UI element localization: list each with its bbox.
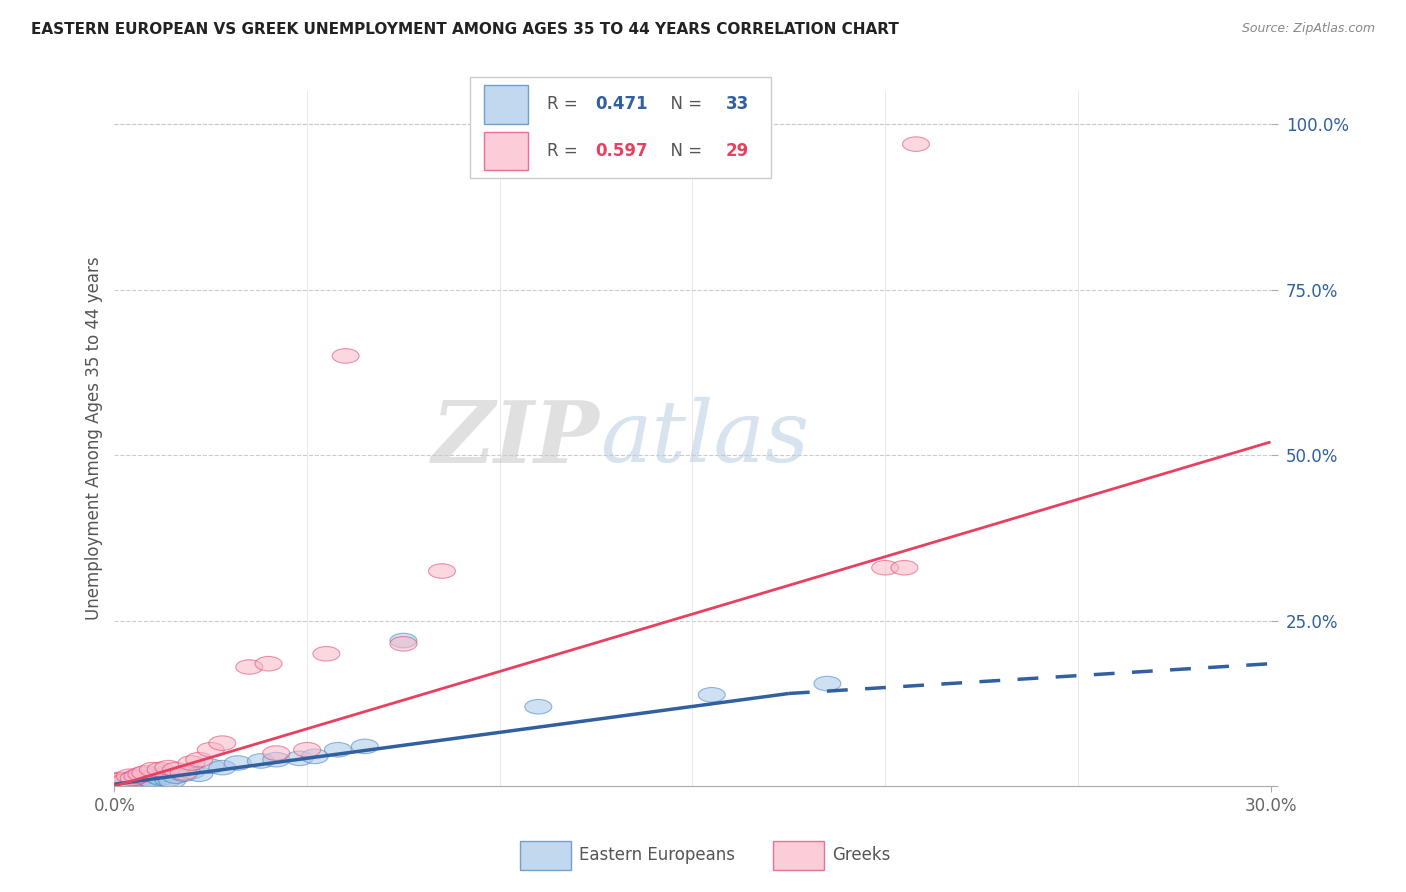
Ellipse shape	[120, 771, 148, 786]
FancyBboxPatch shape	[485, 132, 529, 170]
Ellipse shape	[186, 767, 212, 781]
Ellipse shape	[112, 773, 139, 789]
Ellipse shape	[128, 767, 155, 781]
Ellipse shape	[108, 775, 135, 789]
Ellipse shape	[524, 699, 551, 714]
Ellipse shape	[209, 736, 236, 750]
FancyBboxPatch shape	[471, 78, 770, 178]
Text: N =: N =	[659, 95, 707, 113]
Text: Eastern Europeans: Eastern Europeans	[579, 847, 735, 864]
Ellipse shape	[170, 767, 197, 781]
Ellipse shape	[105, 773, 132, 789]
Ellipse shape	[389, 637, 418, 651]
Ellipse shape	[117, 769, 143, 783]
Text: R =: R =	[547, 95, 583, 113]
Ellipse shape	[139, 773, 166, 789]
Ellipse shape	[159, 773, 186, 789]
Ellipse shape	[872, 560, 898, 575]
Ellipse shape	[699, 688, 725, 702]
Ellipse shape	[197, 742, 224, 757]
Ellipse shape	[139, 763, 166, 777]
Ellipse shape	[105, 772, 132, 787]
Ellipse shape	[332, 349, 359, 363]
Ellipse shape	[155, 772, 181, 787]
Ellipse shape	[294, 742, 321, 757]
Ellipse shape	[101, 773, 128, 789]
Ellipse shape	[170, 765, 197, 780]
Ellipse shape	[285, 751, 314, 765]
Ellipse shape	[155, 760, 181, 775]
Ellipse shape	[163, 763, 190, 777]
Ellipse shape	[135, 772, 163, 787]
Ellipse shape	[197, 759, 224, 773]
Ellipse shape	[132, 773, 159, 789]
Text: Source: ZipAtlas.com: Source: ZipAtlas.com	[1241, 22, 1375, 36]
Ellipse shape	[124, 769, 150, 783]
Text: 29: 29	[725, 142, 749, 160]
Text: 33: 33	[725, 95, 749, 113]
Ellipse shape	[429, 564, 456, 578]
Ellipse shape	[179, 756, 205, 771]
Ellipse shape	[128, 771, 155, 786]
Ellipse shape	[301, 749, 328, 764]
Ellipse shape	[117, 773, 143, 789]
Ellipse shape	[179, 764, 205, 779]
Ellipse shape	[186, 752, 212, 767]
Ellipse shape	[150, 767, 179, 781]
Text: 0.471: 0.471	[595, 95, 648, 113]
Ellipse shape	[263, 746, 290, 760]
Y-axis label: Unemployment Among Ages 35 to 44 years: Unemployment Among Ages 35 to 44 years	[86, 257, 103, 621]
Ellipse shape	[903, 136, 929, 152]
Ellipse shape	[891, 560, 918, 575]
Ellipse shape	[120, 772, 148, 787]
Ellipse shape	[263, 752, 290, 767]
Ellipse shape	[101, 775, 128, 790]
Ellipse shape	[247, 754, 274, 768]
Ellipse shape	[132, 765, 159, 780]
Text: EASTERN EUROPEAN VS GREEK UNEMPLOYMENT AMONG AGES 35 TO 44 YEARS CORRELATION CHA: EASTERN EUROPEAN VS GREEK UNEMPLOYMENT A…	[31, 22, 898, 37]
Ellipse shape	[325, 742, 352, 757]
Ellipse shape	[389, 633, 418, 648]
Ellipse shape	[209, 760, 236, 775]
Text: ZIP: ZIP	[432, 397, 600, 481]
Ellipse shape	[236, 660, 263, 674]
Ellipse shape	[254, 657, 283, 671]
Ellipse shape	[143, 769, 170, 783]
Ellipse shape	[163, 769, 190, 783]
Text: 0.597: 0.597	[595, 142, 648, 160]
Ellipse shape	[112, 772, 139, 787]
Text: R =: R =	[547, 142, 583, 160]
Ellipse shape	[814, 676, 841, 690]
Text: N =: N =	[659, 142, 707, 160]
FancyBboxPatch shape	[485, 86, 529, 124]
Ellipse shape	[224, 756, 252, 771]
Text: Greeks: Greeks	[832, 847, 891, 864]
Ellipse shape	[314, 647, 340, 661]
Ellipse shape	[124, 773, 150, 789]
Ellipse shape	[148, 763, 174, 777]
Ellipse shape	[108, 772, 135, 787]
Ellipse shape	[148, 771, 174, 786]
Text: atlas: atlas	[600, 397, 808, 480]
Ellipse shape	[352, 739, 378, 754]
